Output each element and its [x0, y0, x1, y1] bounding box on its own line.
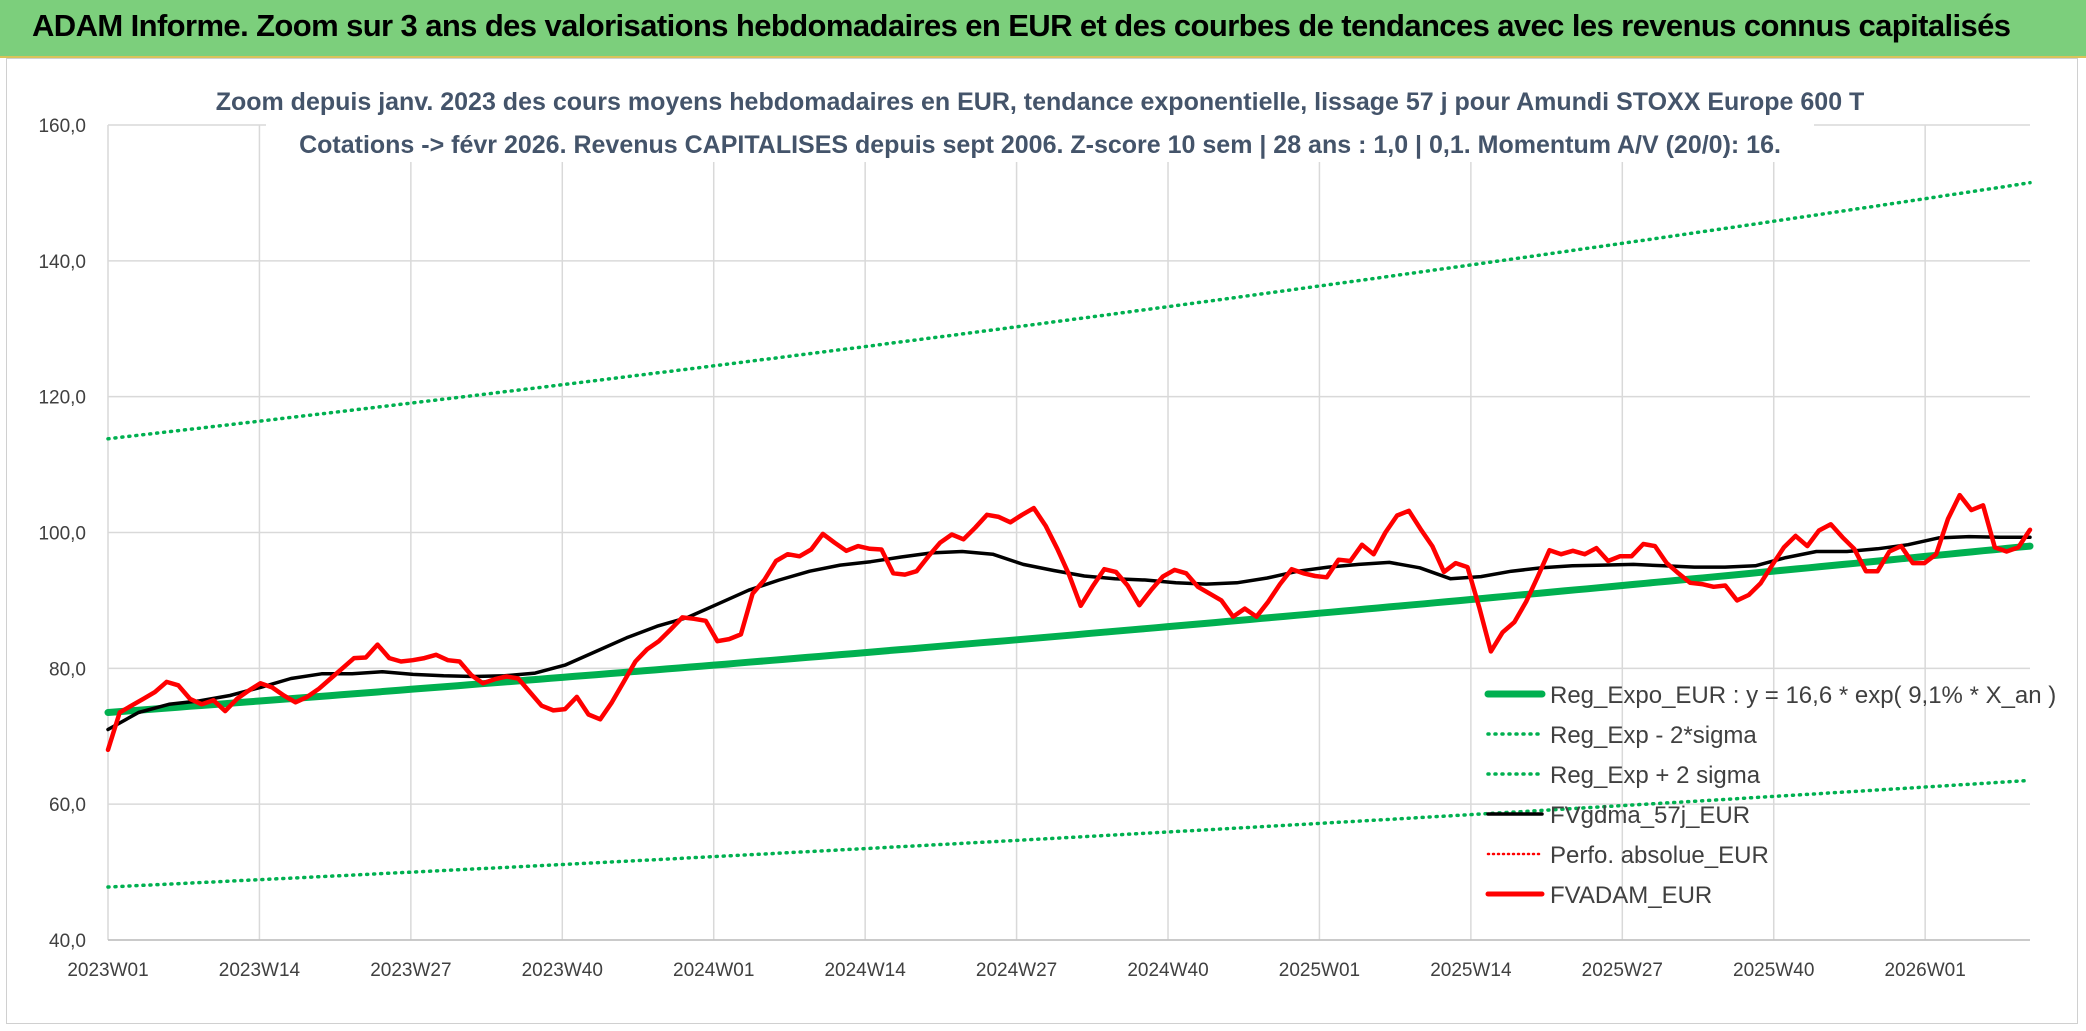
gridlines	[107, 124, 2030, 941]
y-tick-label: 100,0	[38, 524, 86, 545]
y-tick-label: 60,0	[49, 795, 86, 816]
x-tick-label: 2024W01	[673, 960, 754, 981]
chart-title-line-2: Cotations -> févr 2026. Revenus CAPITALI…	[299, 131, 1781, 159]
x-tick-label: 2025W27	[1582, 960, 1663, 981]
x-tick-label: 2025W40	[1733, 960, 1814, 981]
x-tick-label: 2023W40	[522, 960, 603, 981]
legend-label: Reg_Expo_EUR : y = 16,6 * exp( 9,1% * X_…	[1550, 682, 2056, 709]
legend: Reg_Expo_EUR : y = 16,6 * exp( 9,1% * X_…	[1484, 682, 2056, 909]
x-tick-label: 2026W01	[1884, 960, 1965, 981]
title-banner: ADAM Informe. Zoom sur 3 ans des valoris…	[0, 0, 2086, 58]
legend-label: Reg_Exp - 2*sigma	[1550, 722, 1757, 749]
page-title: ADAM Informe. Zoom sur 3 ans des valoris…	[32, 8, 2011, 43]
x-tick-label: 2024W40	[1127, 960, 1208, 981]
legend-label: Perfo. absolue_EUR	[1550, 842, 1769, 869]
y-tick-label: 40,0	[49, 931, 86, 952]
reg-expo-line	[104, 542, 2034, 716]
x-tick-label: 2025W14	[1430, 960, 1512, 981]
y-tick-label: 80,0	[49, 659, 86, 680]
chart-frame	[6, 58, 2078, 1024]
x-tick-label: 2024W14	[824, 960, 906, 981]
fvadam-line	[105, 492, 2033, 753]
y-tick-label: 140,0	[38, 252, 86, 273]
reg-exp-plus-2sigma-line	[106, 180, 2032, 441]
x-axis: 2023W01 2023W14 2023W27 2023W40 2024W01 2024W…	[67, 960, 1966, 981]
y-tick-label: 160,0	[38, 116, 86, 137]
series-lines	[104, 180, 2034, 889]
y-axis: 160,0 140,0 120,0 100,0 80,0 60,0 40,0	[38, 116, 86, 952]
x-tick-label: 2025W01	[1279, 960, 1360, 981]
title-background	[266, 80, 1814, 162]
chart-title-line-1: Zoom depuis janv. 2023 des cours moyens …	[216, 88, 1865, 116]
x-tick-label: 2024W27	[976, 960, 1057, 981]
y-tick-label: 120,0	[38, 388, 86, 409]
reg-exp-minus-2sigma-line	[106, 778, 2032, 889]
legend-label: FVADAM_EUR	[1550, 882, 1712, 909]
x-tick-label: 2023W14	[219, 960, 301, 981]
legend-label: Reg_Exp + 2 sigma	[1550, 762, 1761, 789]
legend-label: FVgdma_57j_EUR	[1550, 802, 1750, 829]
x-tick-label: 2023W27	[370, 960, 451, 981]
x-tick-label: 2023W01	[67, 960, 148, 981]
